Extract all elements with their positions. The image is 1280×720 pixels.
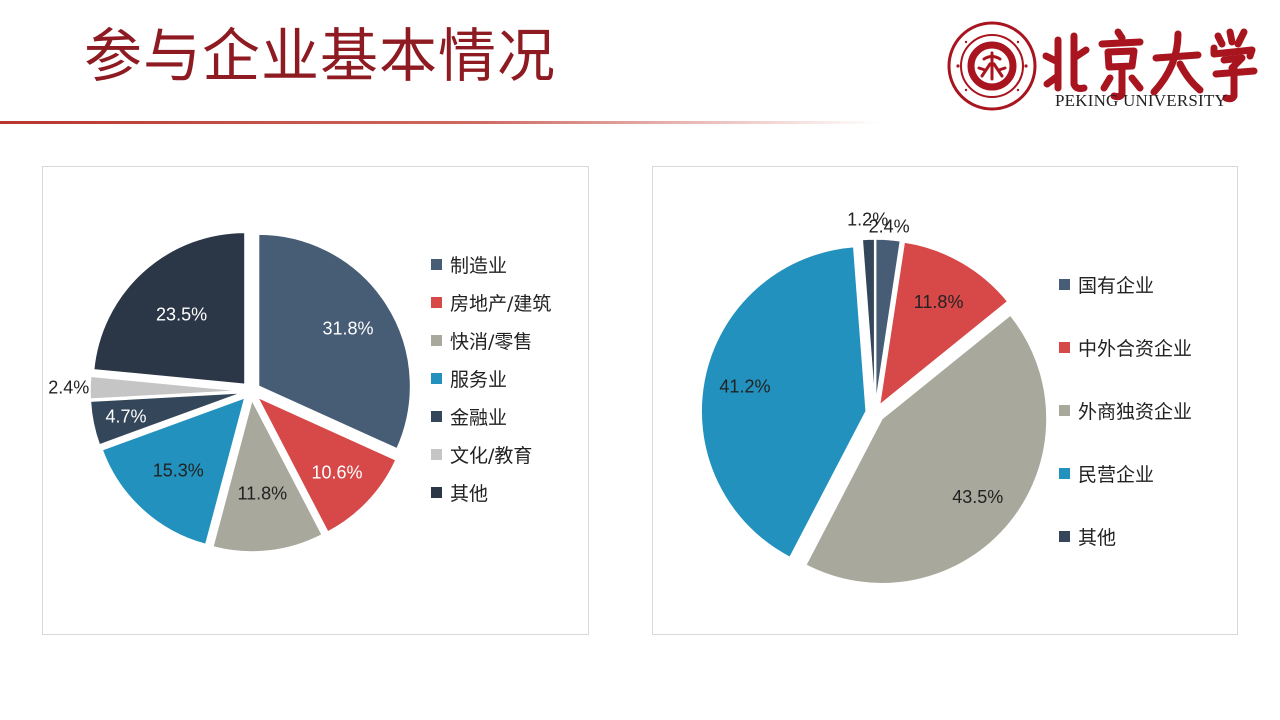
- legend-label: 中外合资企业: [1078, 338, 1192, 360]
- legend-label: 国有企业: [1078, 275, 1154, 297]
- peking-university-logo: [946, 18, 1266, 114]
- ownership-pie-svg: 2.4% 11.8% 43.5% 41.2% 1.2% 国有企业中外合资企业外商独资企业…: [700, 209, 1192, 585]
- data-label: 4.7%: [106, 407, 147, 427]
- legend-label: 金融业: [450, 407, 507, 429]
- pie-slice: [92, 231, 246, 386]
- pie-slice: [700, 245, 867, 559]
- industry-pie-chart: 31.8% 10.6% 11.8% 15.3% 4.7% 2.4% 23.5% 制造业房地产…: [42, 166, 589, 635]
- legend-label: 其他: [1078, 527, 1116, 549]
- title-divider: [0, 121, 880, 124]
- legend-label: 民营企业: [1078, 464, 1154, 486]
- data-label: 23.5%: [156, 305, 207, 325]
- pie-slice: [257, 233, 412, 450]
- legend-label: 房地产/建筑: [450, 293, 551, 315]
- pie-slice: [89, 375, 243, 400]
- data-label: 43.5%: [952, 487, 1003, 507]
- data-label: 11.8%: [914, 292, 964, 312]
- legend-swatch: [431, 373, 442, 384]
- page-title: 参与企业基本情况: [84, 22, 557, 90]
- legend-swatch: [431, 449, 442, 460]
- legend-swatch: [431, 487, 442, 498]
- data-label: 10.6%: [311, 462, 362, 482]
- data-label: 2.4%: [48, 377, 89, 397]
- legend-swatch: [1059, 405, 1070, 416]
- legend-label: 快消/零售: [450, 331, 532, 353]
- pie-slice: [874, 238, 902, 405]
- data-label: 2.4%: [869, 216, 910, 236]
- data-label: 41.2%: [719, 376, 770, 396]
- industry-pie-svg: 31.8% 10.6% 11.8% 15.3% 4.7% 2.4% 23.5% 制造业房地产…: [48, 231, 551, 553]
- pie-slice: [861, 238, 876, 405]
- legend-swatch: [1059, 531, 1070, 542]
- legend-swatch: [431, 411, 442, 422]
- legend-label: 服务业: [450, 369, 507, 391]
- legend-label: 文化/教育: [450, 445, 532, 467]
- pie-slice: [211, 397, 324, 553]
- legend-swatch: [1059, 279, 1070, 290]
- pie-slice: [101, 396, 247, 546]
- university-seal-icon: [947, 21, 1258, 111]
- data-label: 15.3%: [153, 461, 204, 481]
- data-label: 31.8%: [322, 318, 373, 338]
- legend-label: 外商独资企业: [1078, 401, 1192, 423]
- logo-english-name: PEKING UNIVERSITY: [1055, 91, 1227, 110]
- legend-swatch: [431, 297, 442, 308]
- legend-swatch: [431, 335, 442, 346]
- legend-swatch: [431, 259, 442, 270]
- legend-label: 其他: [450, 483, 488, 505]
- data-label: 11.8%: [237, 484, 287, 504]
- legend-label: 制造业: [450, 255, 507, 277]
- pie-slice: [878, 241, 1009, 407]
- pie-slice: [89, 392, 243, 446]
- pie-slice: [255, 395, 397, 534]
- legend-swatch: [1059, 342, 1070, 353]
- data-label: 1.2%: [847, 209, 888, 229]
- ownership-pie-chart: 2.4% 11.8% 43.5% 41.2% 1.2% 国有企业中外合资企业 外商独资企业…: [652, 166, 1238, 635]
- pie-slice: [804, 313, 1048, 585]
- legend-swatch: [1059, 468, 1070, 479]
